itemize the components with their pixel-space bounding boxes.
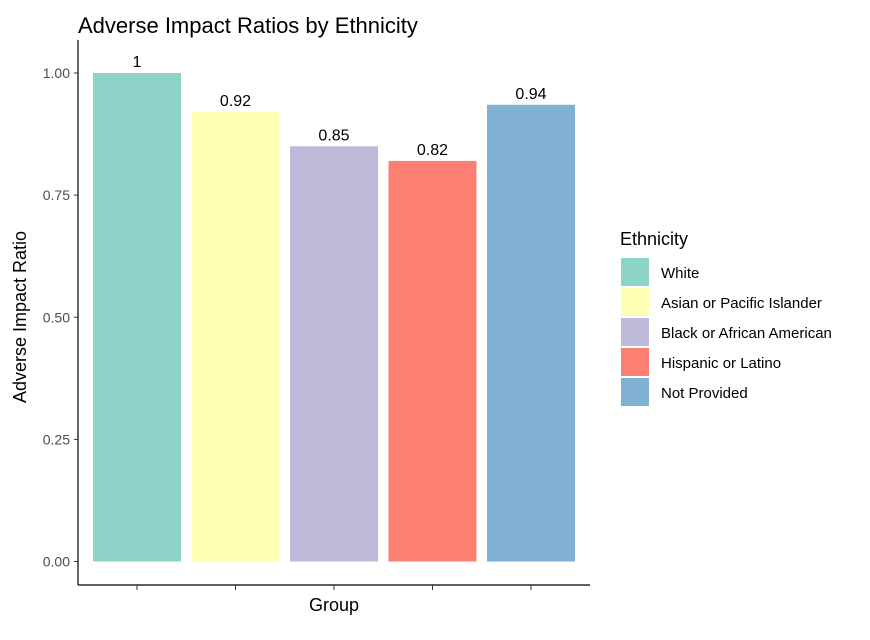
bar-3 bbox=[290, 146, 378, 562]
legend-label-2: Asian or Pacific Islander bbox=[661, 295, 822, 312]
data-label-1: 1 bbox=[133, 54, 142, 71]
plot-area: 1 0.92 0.85 0.82 0.94 0.00 0.25 0.50 0.75 1.00 bbox=[43, 40, 590, 590]
legend-key-5 bbox=[621, 378, 649, 406]
data-label-4: 0.82 bbox=[417, 142, 448, 159]
y-axis-title: Adverse Impact Ratio bbox=[10, 231, 30, 403]
legend-key-1 bbox=[621, 258, 649, 286]
chart-title: Adverse Impact Ratios by Ethnicity bbox=[78, 13, 418, 38]
legend-key-4 bbox=[621, 348, 649, 376]
y-tick-label-3: 0.50 bbox=[43, 309, 70, 325]
legend: Ethnicity White Asian or Pacific Islander… bbox=[620, 229, 832, 406]
y-tick-label-1: 0.00 bbox=[43, 554, 70, 570]
y-tick-label-2: 0.25 bbox=[43, 431, 70, 447]
data-label-3: 0.85 bbox=[318, 127, 349, 144]
bar-5 bbox=[487, 104, 575, 562]
legend-label-3: Black or African American bbox=[661, 325, 832, 342]
x-axis-title: Group bbox=[309, 595, 359, 615]
legend-label-4: Hispanic or Latino bbox=[661, 355, 781, 372]
legend-title: Ethnicity bbox=[620, 229, 688, 249]
legend-key-3 bbox=[621, 318, 649, 346]
bar-2 bbox=[191, 112, 280, 562]
y-tick-label-5: 1.00 bbox=[43, 65, 70, 81]
data-label-5: 0.94 bbox=[515, 86, 546, 103]
legend-label-1: White bbox=[661, 265, 699, 282]
data-label-2: 0.92 bbox=[220, 93, 251, 110]
legend-key-2 bbox=[621, 288, 649, 316]
bar-4 bbox=[388, 160, 477, 562]
y-tick-label-4: 0.75 bbox=[43, 187, 70, 203]
bar-1 bbox=[93, 73, 181, 562]
legend-label-5: Not Provided bbox=[661, 385, 748, 402]
